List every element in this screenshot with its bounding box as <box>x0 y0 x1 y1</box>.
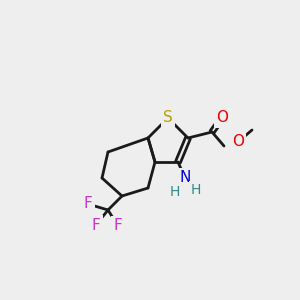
Text: F: F <box>114 218 122 233</box>
Text: S: S <box>163 110 173 125</box>
Text: N: N <box>179 170 191 185</box>
Text: F: F <box>84 196 92 211</box>
Text: O: O <box>232 134 244 149</box>
Text: H: H <box>170 185 180 199</box>
Text: O: O <box>216 110 228 125</box>
Text: H: H <box>191 183 201 197</box>
Text: F: F <box>92 218 100 232</box>
